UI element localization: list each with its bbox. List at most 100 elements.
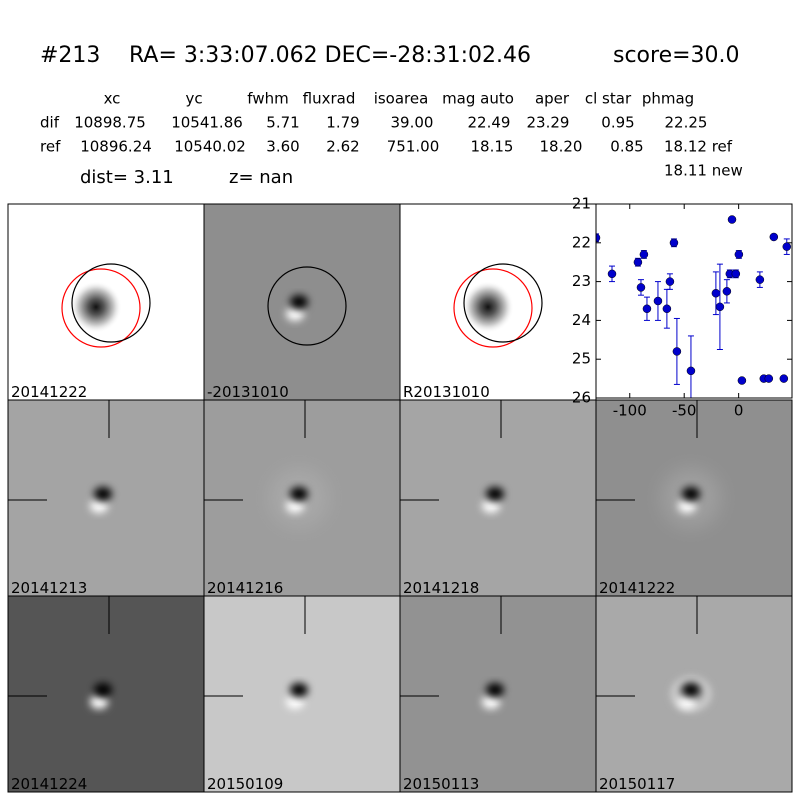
point <box>734 250 744 259</box>
positive-lobe <box>290 295 308 309</box>
point <box>755 275 765 284</box>
panel-label: 20141216 <box>207 579 283 597</box>
point <box>779 374 789 383</box>
positive-lobe <box>290 683 308 697</box>
point <box>782 242 792 251</box>
y-tick-label: 21 <box>572 195 591 213</box>
lightcurve-chart: 21 22 23 24 25 26 -100 -50 0 <box>572 195 793 420</box>
x-tick-label: -100 <box>613 402 647 420</box>
cell: 18.15 <box>471 138 514 156</box>
panel-label: 20141222 <box>11 383 87 401</box>
point <box>727 215 737 224</box>
y-tick-label: 25 <box>572 350 591 368</box>
cell: 22.25 <box>665 114 708 132</box>
cell: 2.62 <box>326 138 359 156</box>
positive-lobe <box>94 683 112 697</box>
positive-lobe <box>486 487 504 501</box>
row-label: dif <box>40 114 60 132</box>
star <box>462 281 514 333</box>
point <box>662 304 672 314</box>
positive-lobe <box>290 487 308 501</box>
column-header: aper <box>535 90 570 108</box>
column-header: mag auto <box>442 90 514 108</box>
redshift: z= nan <box>229 167 293 188</box>
point <box>764 374 774 383</box>
row-label: ref <box>40 138 61 156</box>
cell: 18.12 ref <box>664 138 733 156</box>
negative-lobe <box>286 695 304 709</box>
candidate-id: #213 <box>40 43 100 68</box>
cell: 0.85 <box>610 138 643 156</box>
cell: 10541.86 <box>171 114 243 132</box>
new-circle <box>71 263 151 343</box>
panels: 20141222 -20131010 R20131010 20141213 201412… <box>7 203 793 793</box>
column-header: phmag <box>642 90 694 108</box>
cell: 23.29 <box>527 114 570 132</box>
point <box>642 304 652 314</box>
cell: 751.00 <box>387 138 440 156</box>
column-header: fwhm <box>247 90 288 108</box>
negative-lobe <box>286 499 304 513</box>
new-circle <box>463 263 543 343</box>
column-header: xc <box>104 90 121 108</box>
point <box>596 233 601 243</box>
negative-lobe <box>482 499 500 513</box>
negative-lobe <box>678 695 696 709</box>
panel-label: R20131010 <box>403 383 490 401</box>
point <box>769 232 779 242</box>
cell: 0.95 <box>601 114 634 132</box>
cell: 10896.24 <box>80 138 152 156</box>
y-tick-label: 22 <box>572 233 591 251</box>
panel-label: 20141222 <box>599 579 675 597</box>
column-header: yc <box>185 90 202 108</box>
point <box>737 376 747 385</box>
new-circle <box>267 266 347 346</box>
point <box>665 277 675 286</box>
x-tick-label: 0 <box>734 402 744 420</box>
positive-lobe <box>486 683 504 697</box>
ref-circle <box>453 268 533 348</box>
panel-label: 20150109 <box>207 775 283 793</box>
negative-lobe <box>678 499 696 513</box>
y-tick-label: 24 <box>572 311 591 329</box>
points <box>596 215 792 398</box>
point <box>722 287 732 296</box>
cell: 22.49 <box>468 114 511 132</box>
column-header: cl star <box>585 90 632 108</box>
point <box>653 296 663 306</box>
y-tick-label: 23 <box>572 272 591 290</box>
x-tick-label: -50 <box>672 402 697 420</box>
negative-lobe <box>90 695 108 709</box>
column-header: isoarea <box>374 90 429 108</box>
coordinates: RA= 3:33:07.062 DEC=-28:31:02.46 <box>129 43 531 68</box>
column-header: fluxrad <box>303 90 356 108</box>
point <box>633 257 643 267</box>
point <box>672 347 682 356</box>
cell: 10898.75 <box>74 114 146 132</box>
point <box>669 238 679 248</box>
cell: 18.11 new <box>664 162 743 180</box>
positive-lobe <box>682 683 700 697</box>
panel-label: 20141218 <box>403 579 479 597</box>
point <box>731 269 741 279</box>
star <box>70 281 122 333</box>
panel-label: 20150113 <box>403 775 479 793</box>
panel-label: 20141224 <box>11 775 87 793</box>
panel-label: 20150117 <box>599 775 675 793</box>
positive-lobe <box>94 487 112 501</box>
point <box>686 366 696 376</box>
ref-circle <box>61 268 141 348</box>
dist: dist= 3.11 <box>80 167 174 188</box>
cell: 10540.02 <box>174 138 246 156</box>
y-tick-label: 26 <box>572 389 591 407</box>
cell: 1.79 <box>326 114 359 132</box>
point <box>636 283 646 292</box>
point <box>711 288 721 298</box>
panel-label: 20141213 <box>11 579 87 597</box>
cell: 18.20 <box>540 138 583 156</box>
positive-lobe <box>682 487 700 501</box>
point <box>639 250 649 259</box>
score: score=30.0 <box>613 43 740 68</box>
cell: 3.60 <box>266 138 299 156</box>
